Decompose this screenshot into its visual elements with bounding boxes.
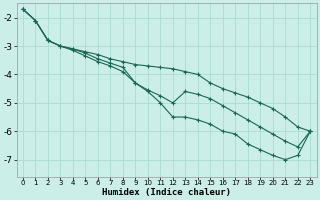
X-axis label: Humidex (Indice chaleur): Humidex (Indice chaleur) bbox=[102, 188, 231, 197]
